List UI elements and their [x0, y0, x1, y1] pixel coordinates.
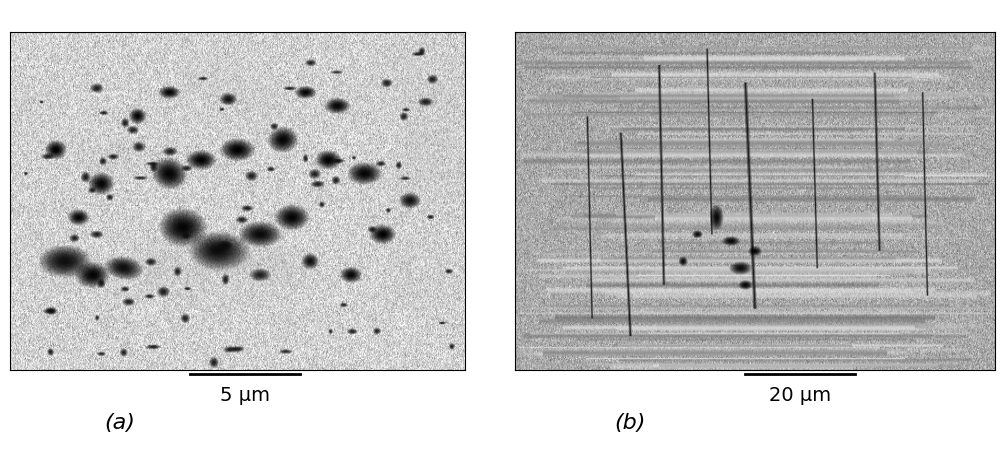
Text: (b): (b): [614, 413, 646, 433]
Text: 20 μm: 20 μm: [769, 386, 831, 405]
Text: (a): (a): [105, 413, 135, 433]
Text: 5 μm: 5 μm: [220, 386, 270, 405]
